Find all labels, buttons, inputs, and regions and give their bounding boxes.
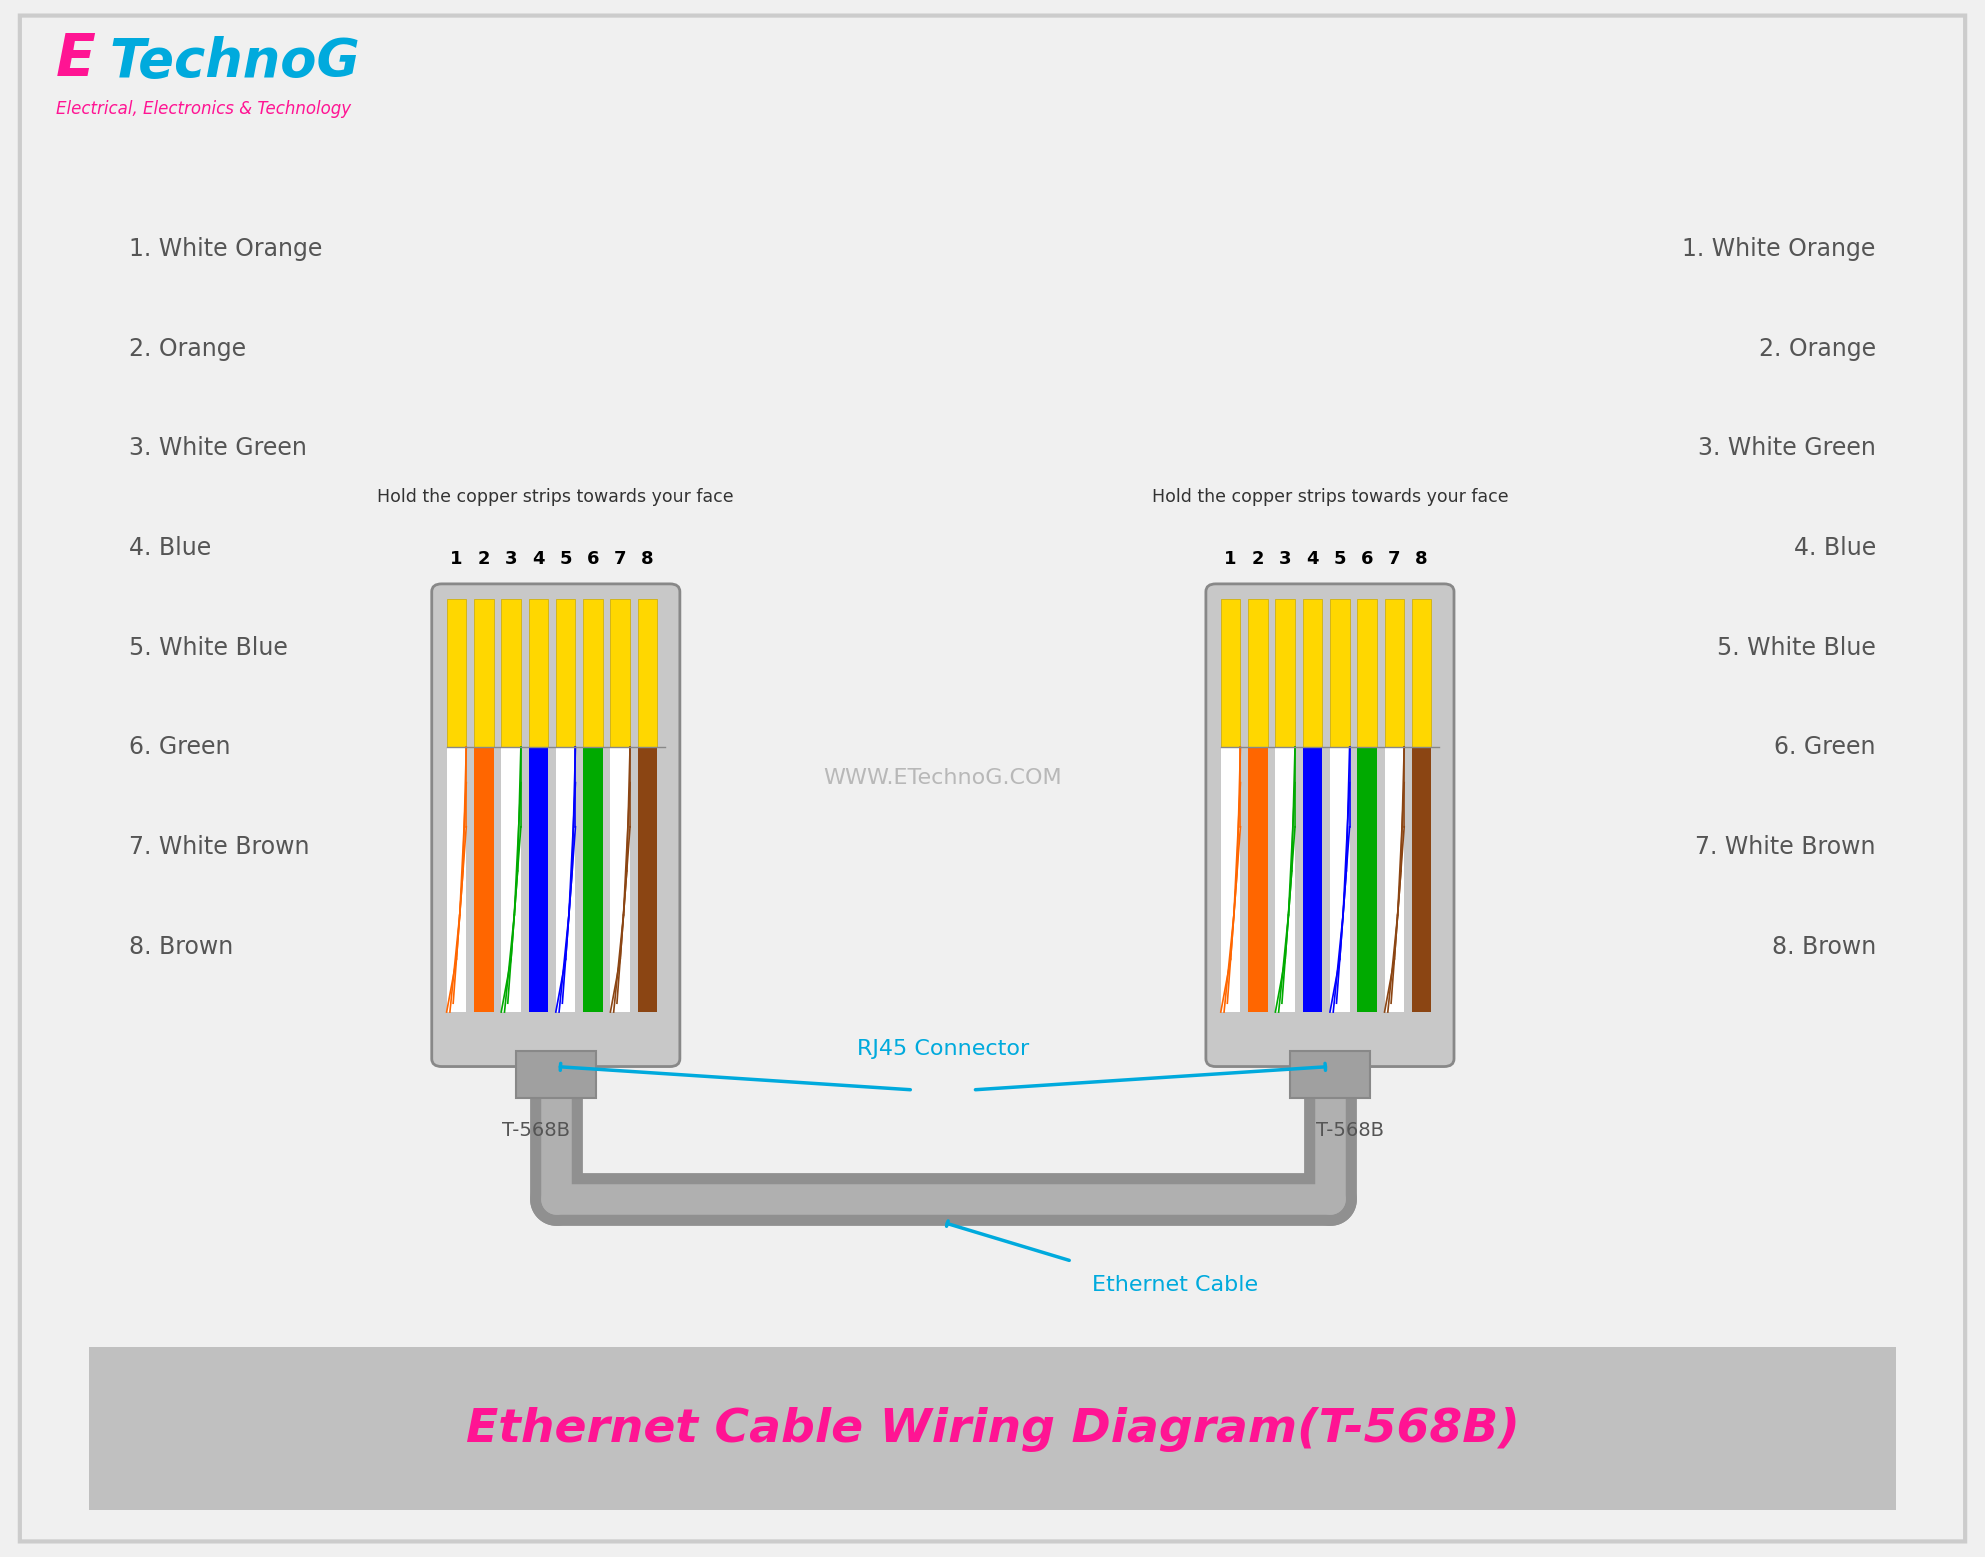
Bar [637,747,657,1012]
Text: 2. Orange: 2. Orange [1759,336,1876,361]
FancyBboxPatch shape [433,584,679,1067]
Text: 2: 2 [1253,550,1264,568]
Bar [611,747,629,1012]
Text: Hold the copper strips towards your face: Hold the copper strips towards your face [1151,487,1509,506]
Text: RJ45 Connector: RJ45 Connector [858,1039,1028,1059]
Bar [528,599,548,747]
Text: 6. Green: 6. Green [1775,735,1876,760]
Bar [1411,747,1431,1012]
Bar [447,599,466,747]
Text: 7: 7 [613,550,627,568]
Bar [516,1051,596,1098]
Text: 6: 6 [1362,550,1374,568]
Bar [1249,747,1268,1012]
Text: 2: 2 [478,550,490,568]
Text: 8. Brown: 8. Brown [1771,934,1876,959]
Text: T-568B: T-568B [502,1121,570,1140]
Bar [556,747,576,1012]
Bar [1249,599,1268,747]
Text: 5. White Blue: 5. White Blue [1717,635,1876,660]
Bar [89,1347,1896,1510]
Bar [528,747,548,1012]
Text: 4: 4 [1306,550,1318,568]
Bar [584,599,603,747]
Text: Ethernet Cable: Ethernet Cable [1092,1275,1258,1294]
Text: 6. Green: 6. Green [129,735,230,760]
Text: 5. White Blue: 5. White Blue [129,635,288,660]
Text: TechnoG: TechnoG [109,36,359,89]
Text: E: E [56,31,95,87]
Text: 5: 5 [560,550,572,568]
Bar [1384,599,1403,747]
Text: 7. White Brown: 7. White Brown [1695,835,1876,859]
Bar [447,747,466,1012]
Bar [1290,1051,1370,1098]
Bar [1274,747,1294,1012]
Text: T-568B: T-568B [1316,1121,1384,1140]
Bar [474,747,494,1012]
Text: 7. White Brown: 7. White Brown [129,835,310,859]
Bar [1411,599,1431,747]
Text: 8. Brown: 8. Brown [129,934,234,959]
Bar [1330,747,1350,1012]
Bar [584,747,603,1012]
Text: 2. Orange: 2. Orange [129,336,246,361]
Bar [1302,747,1322,1012]
Text: Hold the copper strips towards your face: Hold the copper strips towards your face [377,487,734,506]
FancyBboxPatch shape [1207,584,1453,1067]
Text: 8: 8 [641,550,653,568]
Bar [502,599,520,747]
Bar [556,599,576,747]
Bar [611,599,629,747]
Bar [1358,599,1378,747]
Bar [1384,747,1403,1012]
Text: 4. Blue: 4. Blue [129,536,210,561]
Text: 5: 5 [1334,550,1346,568]
Text: 1. White Orange: 1. White Orange [1683,237,1876,262]
Text: 3. White Green: 3. White Green [129,436,308,461]
Text: 1: 1 [1225,550,1237,568]
Bar [1358,747,1378,1012]
Bar [1221,599,1241,747]
Bar [502,747,520,1012]
Bar [474,599,494,747]
Bar [1330,599,1350,747]
Bar [1221,747,1241,1012]
Text: 4. Blue: 4. Blue [1794,536,1876,561]
Text: Ethernet Cable Wiring Diagram(T-568B): Ethernet Cable Wiring Diagram(T-568B) [466,1408,1519,1451]
Bar [1302,599,1322,747]
Text: WWW.ETechnoG.COM: WWW.ETechnoG.COM [824,769,1062,788]
Text: 1: 1 [451,550,463,568]
Bar [1274,599,1294,747]
Text: Electrical, Electronics & Technology: Electrical, Electronics & Technology [56,100,351,118]
Text: 3: 3 [1278,550,1292,568]
Text: 8: 8 [1415,550,1427,568]
Text: 6: 6 [588,550,599,568]
Text: 7: 7 [1388,550,1401,568]
Text: 3. White Green: 3. White Green [1697,436,1876,461]
Text: 3: 3 [504,550,518,568]
Text: 1. White Orange: 1. White Orange [129,237,322,262]
Bar [637,599,657,747]
Text: 4: 4 [532,550,544,568]
